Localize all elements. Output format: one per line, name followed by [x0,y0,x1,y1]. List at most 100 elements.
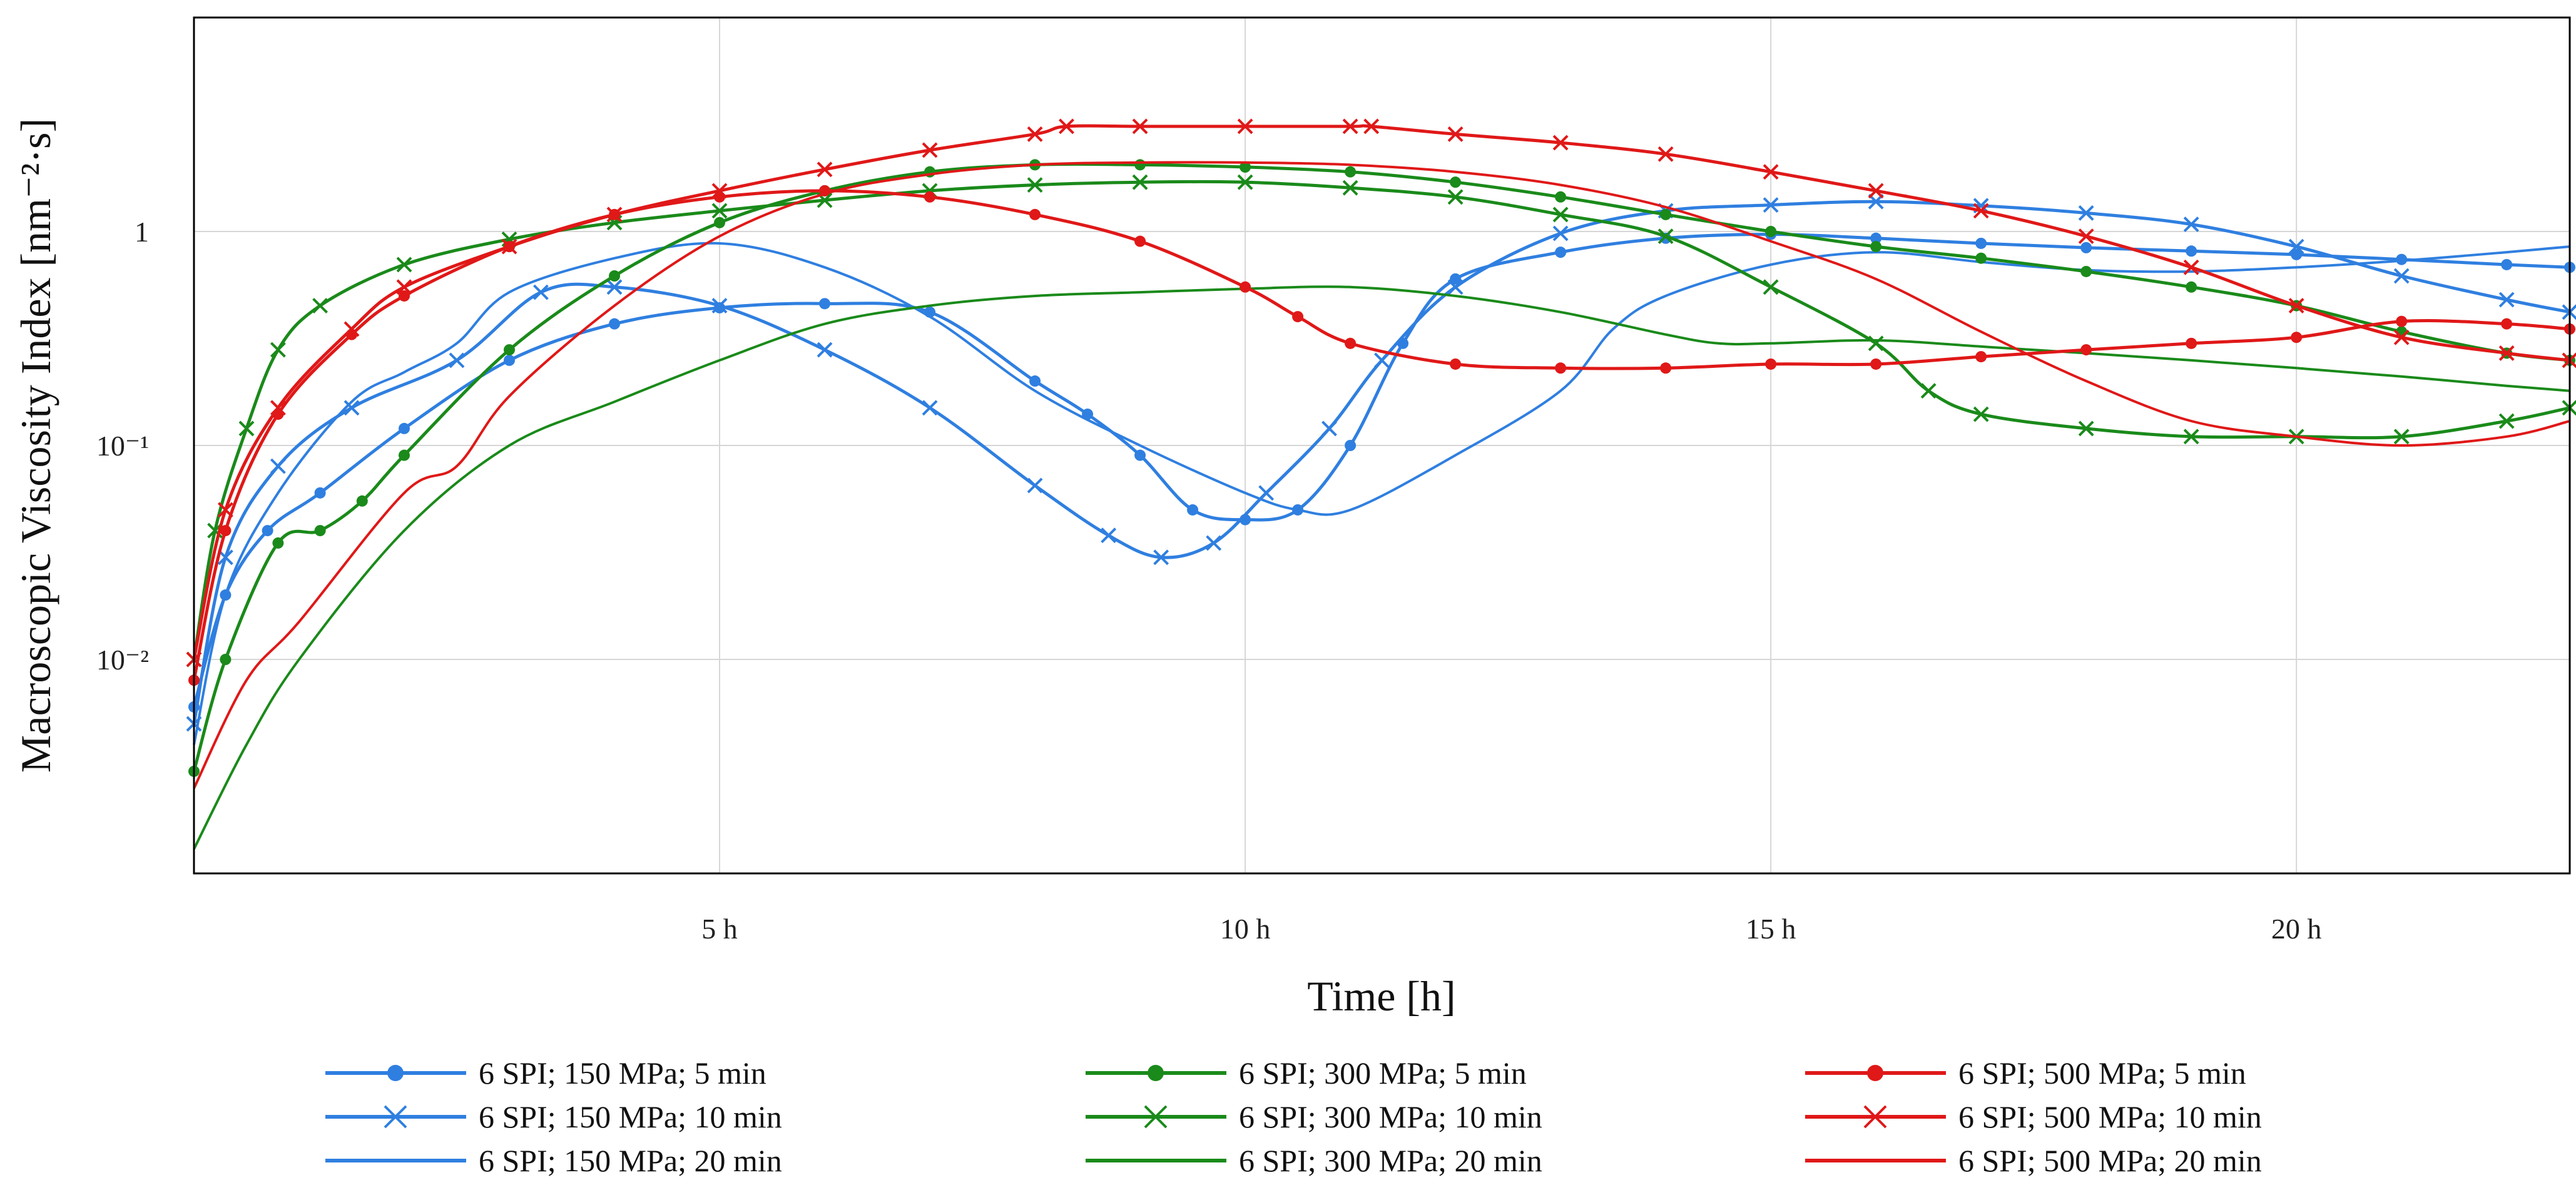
data-point [1101,527,1117,544]
data-point [272,537,284,549]
data-point [504,344,516,356]
series-line [192,162,2570,772]
data-point [449,352,465,369]
data-point [1552,135,1569,151]
data-point [1240,161,1251,173]
data-point [924,191,936,203]
data-point [1240,281,1251,293]
data-point [1237,174,1253,190]
data-point [217,502,233,518]
data-point [314,525,326,537]
series-layer [186,118,2576,850]
legend-item: 6 SPI; 150 MPa; 20 min [325,1143,782,1178]
y-tick-labels: 1 10⁻¹ 10⁻² [96,216,149,676]
data-point [711,183,728,199]
data-point [2501,258,2513,270]
data-point [2501,318,2513,330]
series-5 [186,174,2576,668]
data-point [1363,118,1380,135]
data-point [1555,362,1567,374]
legend-marker [1867,1065,1883,1081]
series-2 [186,193,2576,732]
legend-item: 6 SPI; 300 MPa; 10 min [1086,1099,1542,1134]
y-tick-label: 10⁻¹ [96,430,149,462]
data-point [220,654,232,665]
data-point [2080,242,2092,253]
data-point [1342,180,1358,196]
series-line [192,124,2570,660]
data-point [1450,358,1462,370]
data-point [1868,183,1884,199]
data-point [2396,315,2408,327]
legend-label: 6 SPI; 500 MPa; 10 min [1958,1099,2262,1134]
data-point [1973,203,1989,219]
data-point [1345,337,1357,349]
data-point [606,206,623,223]
series-line [193,161,2570,789]
data-point [2393,268,2410,284]
data-point [817,161,833,178]
data-point [1763,197,1779,213]
data-point [2080,344,2092,356]
data-point [606,279,623,295]
data-point [711,298,728,314]
data-point [1920,383,1937,399]
series-6 [193,285,2570,850]
data-point [2078,228,2094,245]
data-point [1059,118,1074,135]
legend-item: 6 SPI; 300 MPa; 5 min [1086,1055,1527,1091]
data-point [817,342,833,358]
legend-label: 6 SPI; 500 MPa; 20 min [1958,1143,2262,1178]
data-point [1870,232,1882,244]
data-point [1027,477,1043,494]
data-point [1552,225,1569,242]
data-point [2288,238,2304,255]
legend-label: 6 SPI; 300 MPa; 5 min [1239,1055,1527,1091]
data-point [2393,429,2410,445]
data-point [1657,228,1674,245]
series-9 [193,161,2570,789]
data-point [270,342,286,358]
data-point [2291,248,2303,260]
series-7 [188,185,2575,686]
data-point [1132,118,1148,135]
series-line [193,285,2570,850]
data-point [2078,205,2094,221]
data-point [1345,166,1357,178]
legend: 6 SPI; 150 MPa; 5 min 6 SPI; 150 MPa; 10 … [325,1055,2262,1178]
data-point [2393,329,2410,345]
data-point [1450,273,1462,285]
data-point [2183,216,2199,232]
legend-label: 6 SPI; 150 MPa; 20 min [479,1143,782,1178]
legend-label: 6 SPI; 300 MPa; 20 min [1239,1143,1542,1178]
data-point [1975,252,1987,264]
legend-label: 6 SPI; 150 MPa; 5 min [479,1055,766,1091]
data-point [533,284,549,300]
legend-item: 6 SPI; 150 MPa; 10 min [325,1099,782,1134]
legend-item: 6 SPI; 300 MPa; 20 min [1086,1143,1542,1178]
data-point [1975,351,1987,363]
data-point [1206,535,1222,551]
data-point [922,400,938,416]
data-point [609,270,621,282]
x-tick-label: 10 h [1220,913,1271,945]
data-point [1975,237,1987,249]
data-point [238,420,255,437]
legend-item: 6 SPI; 500 MPa; 10 min [1805,1099,2262,1134]
data-point [2498,413,2515,429]
series-line [193,242,2570,745]
data-point [2498,292,2515,308]
y-tick-label: 10⁻² [96,644,149,676]
data-point [1870,241,1882,253]
data-point [1029,208,1041,220]
x-axis-title: Time [h] [1307,972,1455,1020]
data-point [2183,259,2199,275]
data-point [504,354,516,366]
data-point [1027,126,1043,142]
legend-item: 6 SPI; 500 MPa; 5 min [1805,1055,2246,1091]
plot-frame [193,16,2571,875]
x-tick-label: 15 h [1746,913,1796,945]
data-point [1763,279,1779,295]
data-point [399,422,410,434]
x-tick-label: 20 h [2271,913,2322,945]
